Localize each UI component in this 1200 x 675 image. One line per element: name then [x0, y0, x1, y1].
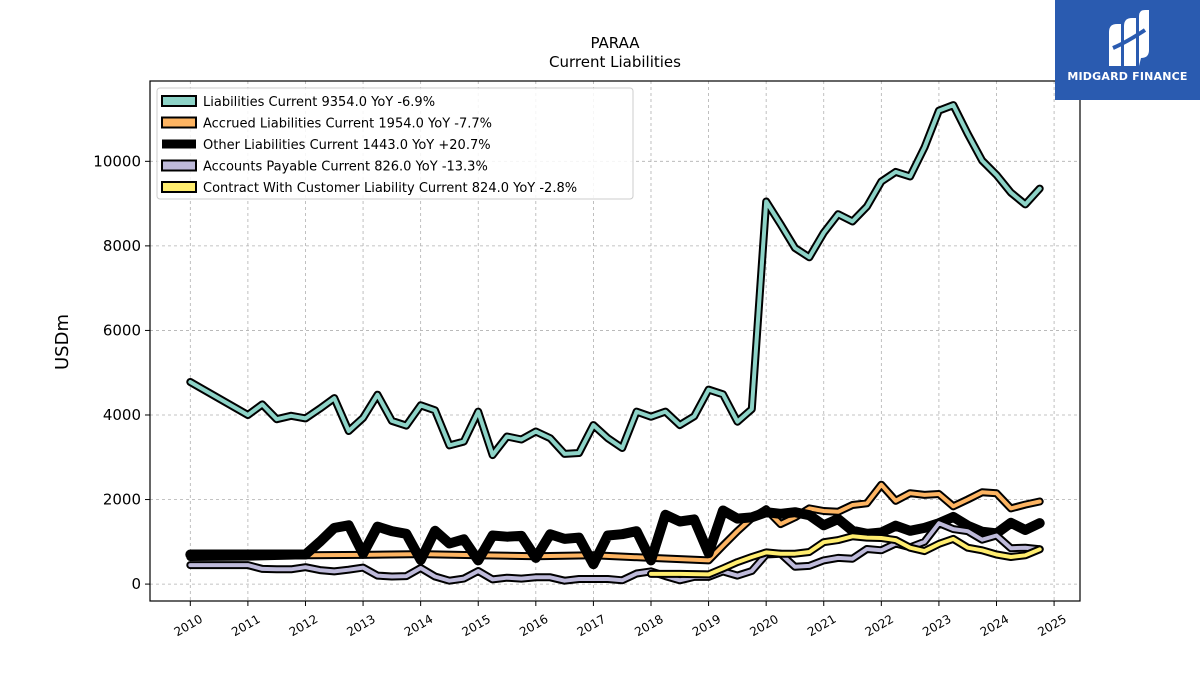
x-tick-label: 2018 — [632, 612, 665, 639]
chart-subtitle: Current Liabilities — [549, 53, 681, 71]
chart-title: PARAA — [590, 34, 640, 52]
midgard-logo-icon — [1109, 10, 1149, 66]
y-axis-label: USDm — [52, 314, 73, 370]
legend-label: Contract With Customer Liability Current… — [203, 181, 577, 196]
plot-area-frame — [149, 80, 1081, 602]
x-tick-label: 2022 — [863, 612, 896, 639]
brand-name: MIDGARD FINANCE — [1067, 70, 1188, 83]
legend-swatch — [161, 95, 197, 107]
series-line-contract-with-customer-liability-current — [649, 534, 1042, 577]
x-tick-label: 2015 — [460, 612, 493, 639]
legend-swatch — [162, 139, 196, 149]
x-tick-label: 2019 — [690, 612, 723, 639]
x-tick-label: 2011 — [229, 612, 262, 639]
x-tick-label: 2021 — [805, 612, 838, 639]
series-line-other-liabilities-current — [185, 505, 1045, 570]
legend-swatch — [161, 159, 197, 172]
y-tick-label: 6000 — [103, 321, 141, 339]
legend-swatch — [161, 116, 197, 129]
x-tick-label: 2023 — [920, 612, 953, 639]
x-tick-label: 2010 — [172, 612, 205, 639]
legend-label: Liabilities Current 9354.0 YoY -6.9% — [203, 95, 435, 110]
brand-logo: MIDGARD FINANCE — [1055, 0, 1200, 100]
x-tick-label: 2014 — [402, 612, 435, 639]
legend: Liabilities Current 9354.0 YoY -6.9% Accr… — [156, 87, 634, 200]
y-tick-label: 2000 — [103, 491, 141, 509]
x-tick-label: 2020 — [747, 612, 780, 639]
legend-box — [156, 87, 634, 200]
legend-label: Accounts Payable Current 826.0 YoY -13.3… — [203, 160, 488, 175]
series-line-accrued-liabilities-current — [188, 482, 1042, 563]
y-tick-label: 10000 — [93, 152, 141, 170]
series-line-liabilities-current — [188, 103, 1042, 458]
x-tick-label: 2025 — [1035, 612, 1068, 639]
x-tick-label: 2013 — [344, 612, 377, 639]
x-tick-label: 2016 — [517, 612, 550, 639]
y-tick-label: 8000 — [103, 237, 141, 255]
series-lines — [185, 101, 1045, 585]
legend-label: Accrued Liabilities Current 1954.0 YoY -… — [203, 117, 492, 132]
y-tick-label: 0 — [131, 575, 141, 593]
x-tick-label: 2024 — [978, 612, 1011, 639]
x-tick-label: 2017 — [575, 612, 608, 639]
y-tick-label: 4000 — [103, 406, 141, 424]
legend-swatch — [161, 181, 197, 193]
legend-label: Other Liabilities Current 1443.0 YoY +20… — [203, 138, 491, 153]
x-tick-label: 2012 — [287, 612, 320, 639]
